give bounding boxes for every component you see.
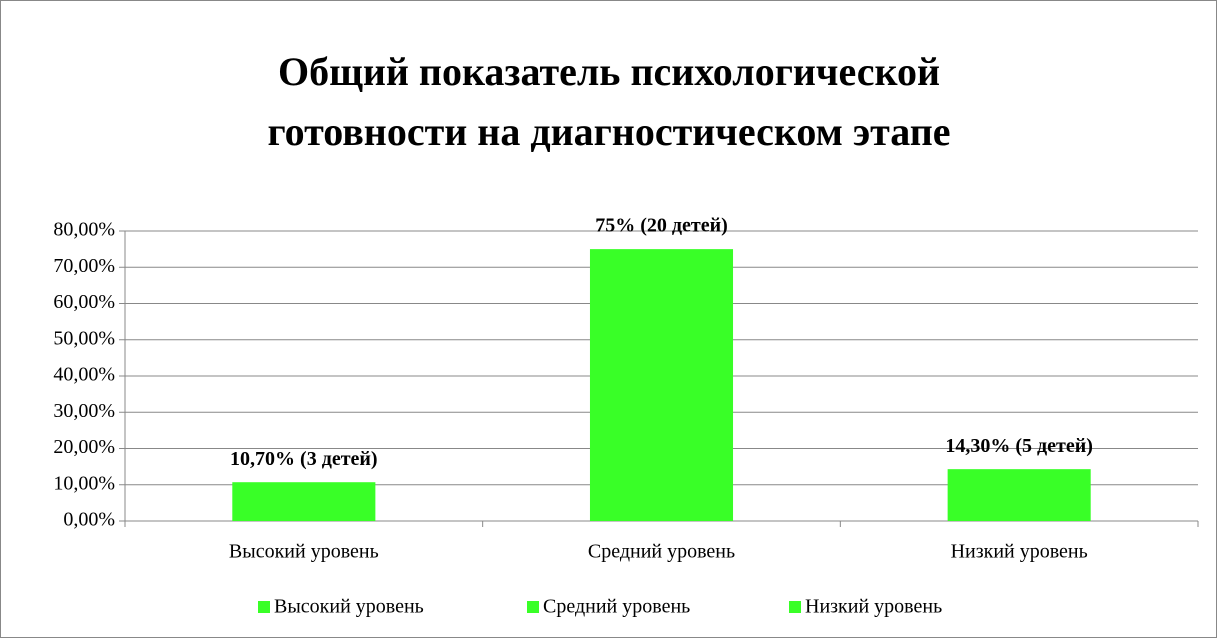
y-tick-label: 10,00% — [53, 472, 115, 494]
x-tick-label: Низкий уровень — [951, 541, 1088, 563]
legend-label: Низкий уровень — [805, 596, 942, 618]
data-label: 10,70% (3 детей) — [230, 448, 378, 470]
y-tick-label: 40,00% — [53, 364, 115, 386]
y-tick-label: 60,00% — [53, 291, 115, 313]
legend-swatch — [258, 601, 270, 613]
y-tick-label: 50,00% — [53, 327, 115, 349]
legend-swatch — [527, 601, 539, 613]
chart-title: Общий показатель психологической — [278, 49, 940, 94]
y-tick-label: 80,00% — [53, 219, 115, 241]
y-tick-label: 0,00% — [63, 509, 115, 531]
x-tick-label: Средний уровень — [588, 541, 735, 563]
bar — [947, 469, 1091, 521]
legend-label: Высокий уровень — [274, 596, 424, 618]
y-tick-label: 20,00% — [53, 436, 115, 458]
y-tick-label: 30,00% — [53, 400, 115, 422]
chart-title: готовности на диагностическом этапе — [267, 109, 950, 154]
x-tick-label: Высокий уровень — [229, 541, 379, 563]
y-tick-label: 70,00% — [53, 255, 115, 277]
legend-label: Средний уровень — [543, 596, 690, 618]
bar — [232, 482, 376, 521]
data-label: 75% (20 детей) — [595, 215, 728, 237]
bar — [589, 249, 734, 521]
legend-swatch — [789, 601, 801, 613]
data-label: 14,30% (5 детей) — [945, 435, 1093, 457]
